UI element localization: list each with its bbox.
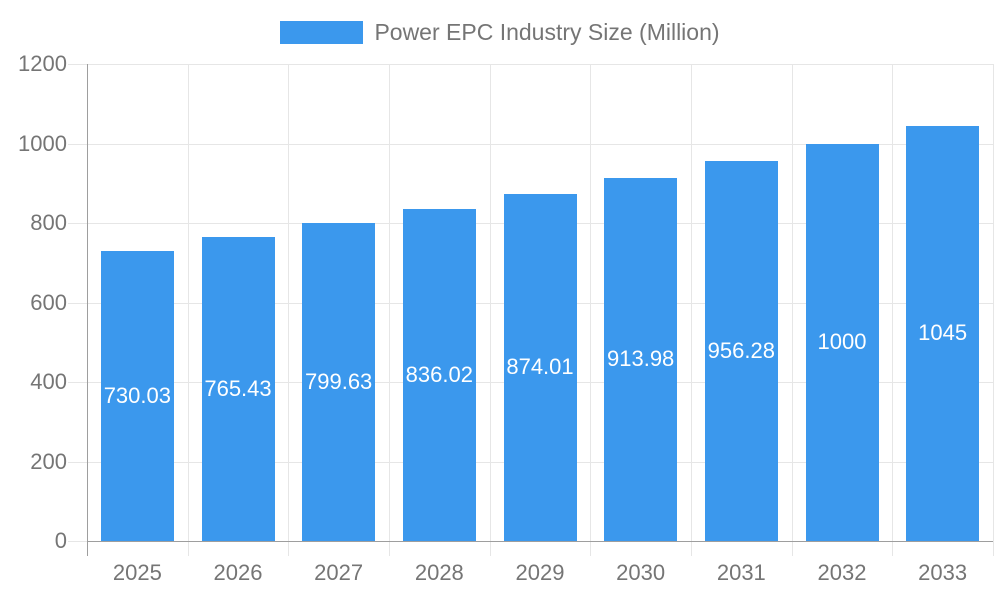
x-tick-label: 2026 <box>213 560 263 585</box>
x-axis-labels: 2025 2026 2027 2028 2029 2030 2031 2032 2033 <box>87 560 993 592</box>
bar[interactable] <box>201 236 275 541</box>
x-gridline <box>187 64 189 556</box>
bar[interactable] <box>402 208 476 541</box>
y-tick-label: 1200 <box>18 51 67 76</box>
y-axis-line <box>87 64 88 556</box>
x-gridline <box>691 64 692 556</box>
x-tick-label: 2032 <box>817 560 867 585</box>
bar[interactable] <box>906 125 980 541</box>
bar-value-label: 730.03 <box>103 382 171 408</box>
x-tick-label: 2029 <box>515 560 565 585</box>
x-gridline <box>489 64 491 556</box>
bar-value-label: 799.63 <box>305 369 373 395</box>
bar[interactable] <box>100 250 174 541</box>
y-gridline <box>68 64 993 65</box>
bar[interactable] <box>604 177 678 541</box>
bar[interactable] <box>805 143 879 541</box>
x-gridline <box>590 64 592 556</box>
y-tick-label: 400 <box>30 369 67 394</box>
y-axis-labels: 0 200 400 600 800 1000 1200 <box>0 51 68 553</box>
bar-value-label: 1000 <box>817 329 867 355</box>
y-gridline <box>68 143 993 145</box>
y-tick-label: 600 <box>30 289 67 315</box>
legend[interactable]: Power EPC Industry Size (Million) <box>0 19 1000 46</box>
plot-area: 730.03 765.43 799.63 836.02 874.01 913.98 956.… <box>68 64 994 556</box>
x-tick-label: 2030 <box>616 560 666 585</box>
y-tick-label: 1000 <box>18 130 67 156</box>
legend-label: Power EPC Industry Size (Million) <box>374 19 720 45</box>
bar[interactable] <box>704 160 778 541</box>
bar[interactable] <box>302 223 376 541</box>
bar-value-label: 836.02 <box>405 361 473 387</box>
y-tick-label: 200 <box>30 448 67 474</box>
bar[interactable] <box>503 193 577 541</box>
y-tick-label: 0 <box>54 528 67 553</box>
bar-value-label: 1045 <box>918 320 968 346</box>
x-axis-line <box>87 541 993 542</box>
x-tick-label: 2025 <box>112 560 162 585</box>
x-tick-label: 2033 <box>918 560 968 585</box>
bar-value-label: 913.98 <box>607 346 675 372</box>
x-gridline <box>993 64 994 556</box>
x-tick-label: 2027 <box>314 560 364 585</box>
x-tick-label: 2028 <box>414 560 464 585</box>
bar-value-label: 874.01 <box>506 354 574 380</box>
legend-swatch <box>280 21 364 44</box>
bar-value-label: 765.43 <box>204 375 272 401</box>
x-gridline <box>892 64 894 556</box>
bar-value-label: 956.28 <box>707 337 775 363</box>
x-gridline <box>288 64 290 556</box>
x-gridline <box>791 64 793 556</box>
x-gridline <box>389 64 390 556</box>
y-tick-label: 800 <box>30 210 67 235</box>
x-tick-label: 2031 <box>716 560 766 585</box>
